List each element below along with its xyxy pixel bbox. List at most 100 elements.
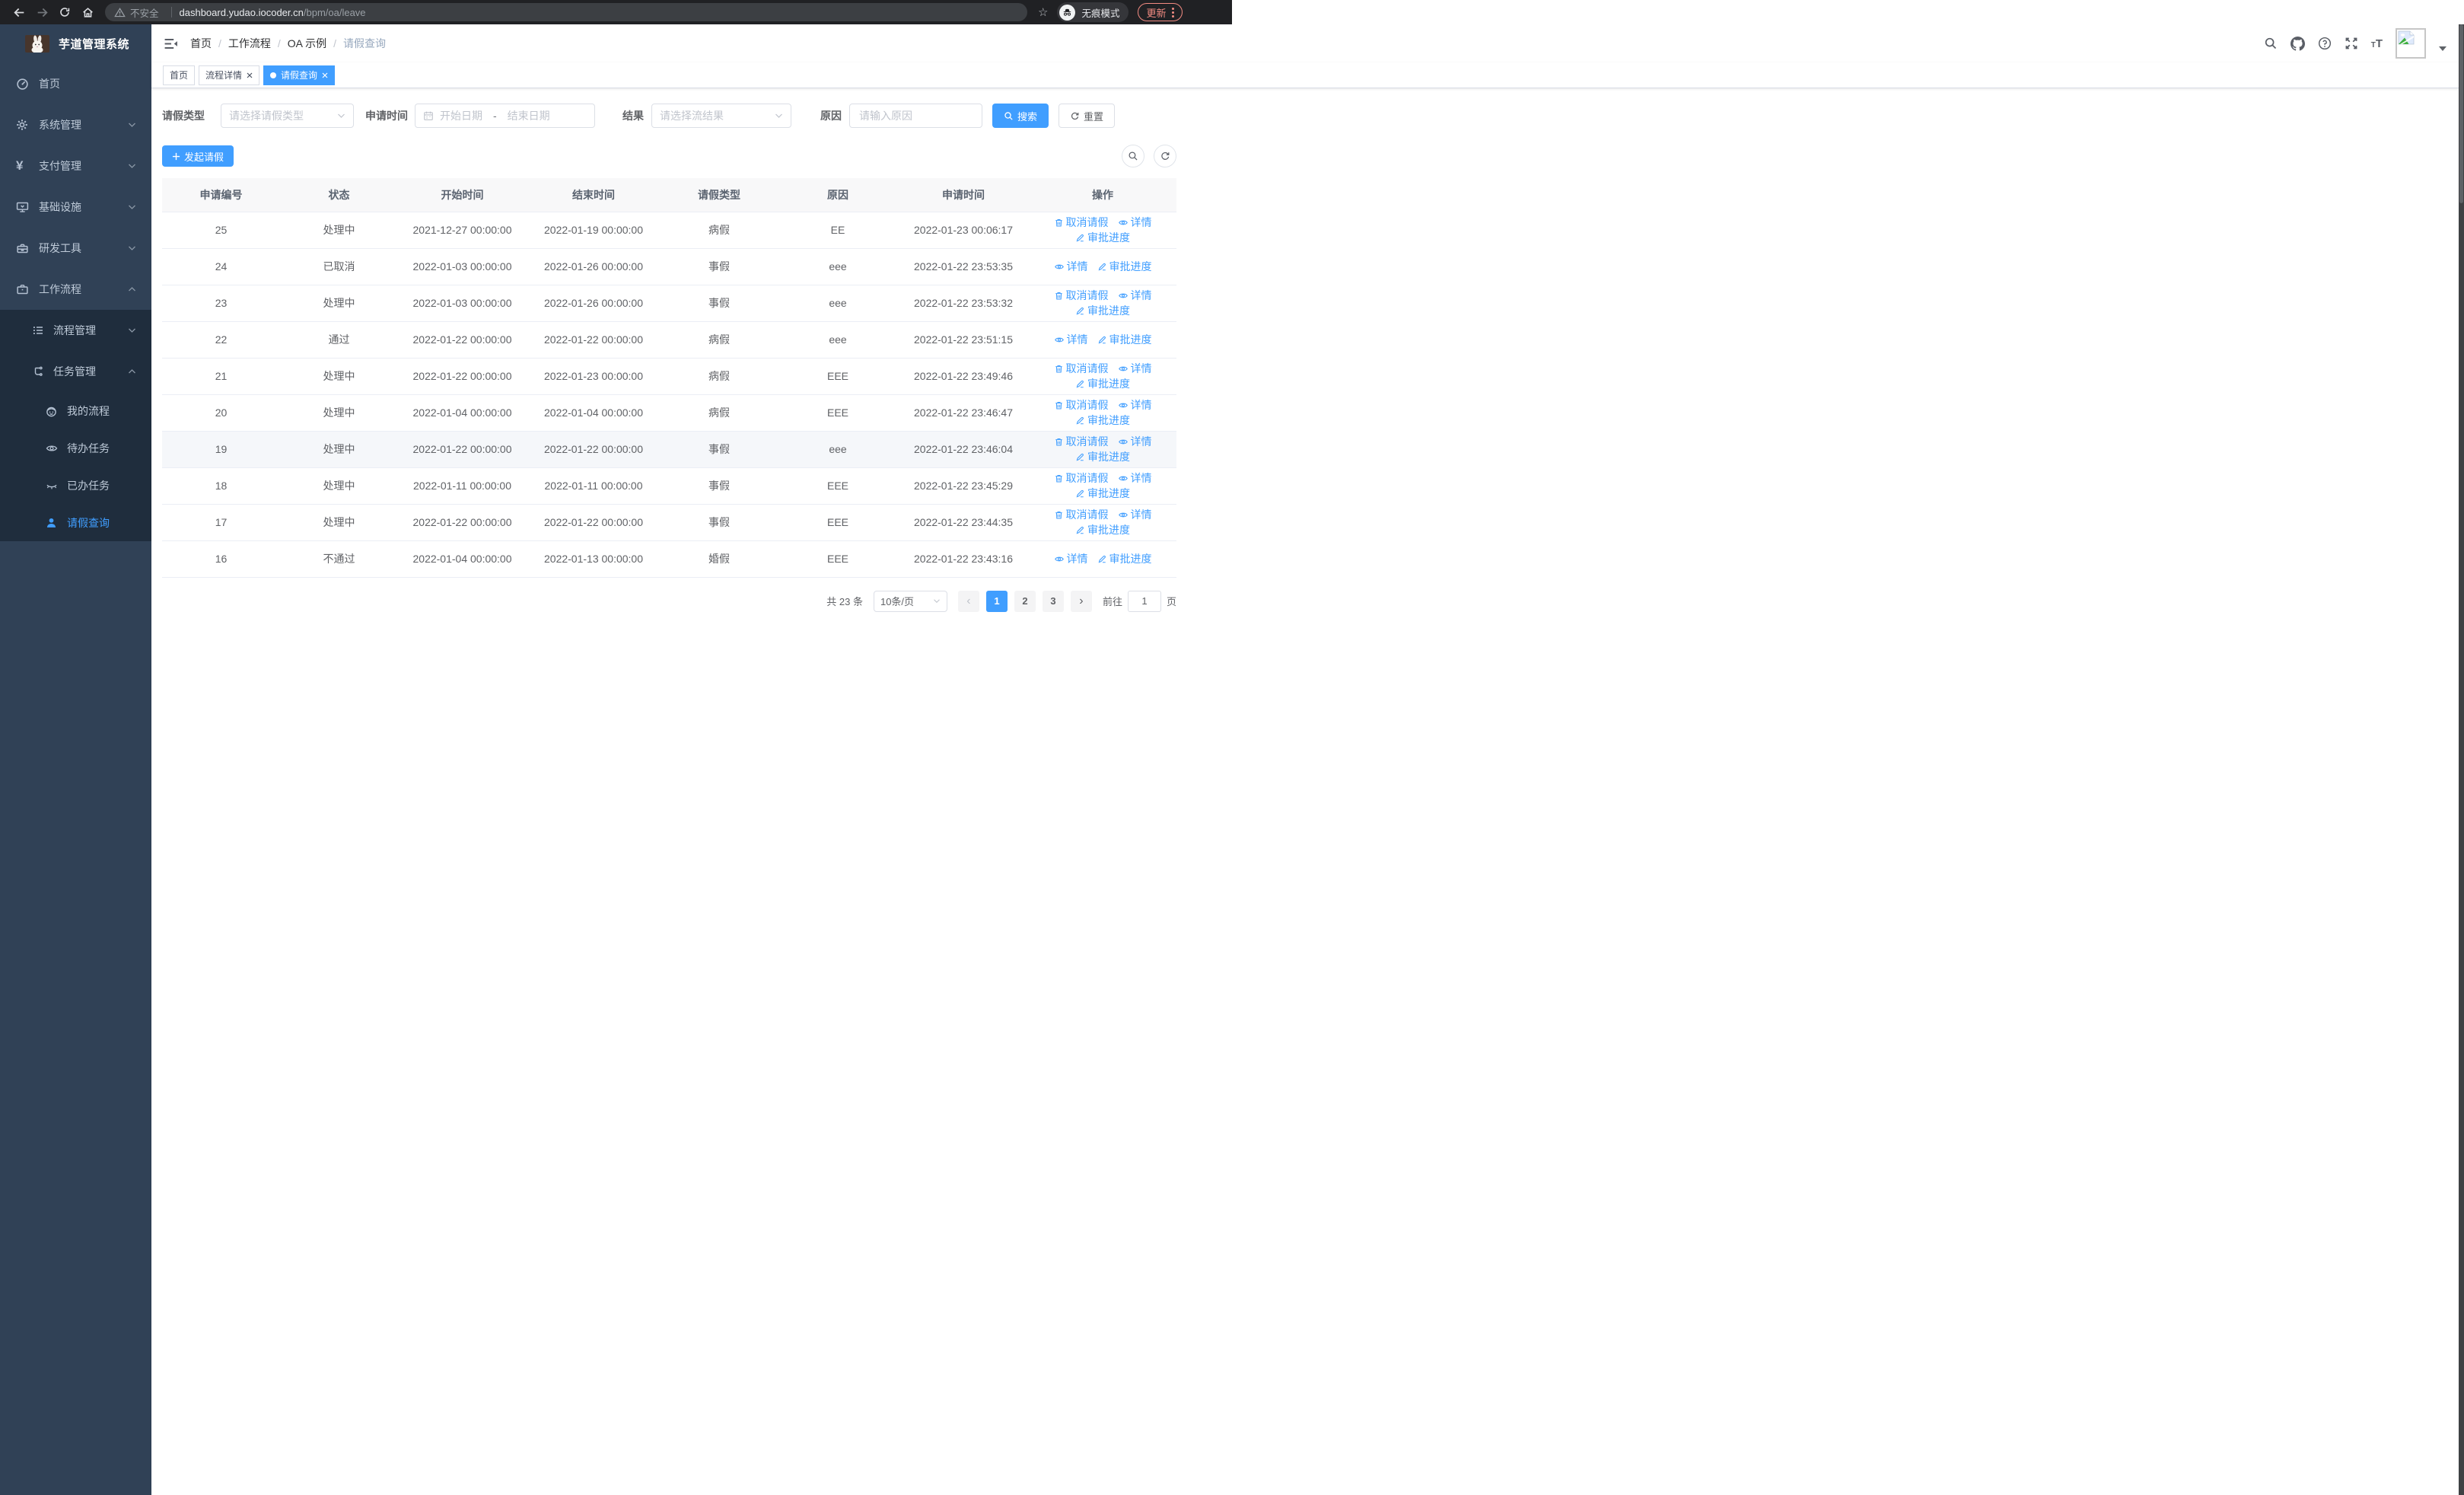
sidebar-item-workflow[interactable]: 工作流程	[0, 269, 151, 310]
action-progress-link[interactable]: 审批进度	[1075, 376, 1130, 391]
browser-scrollbar[interactable]	[2459, 24, 2464, 1495]
action-cancel-link[interactable]: 取消请假	[1054, 507, 1109, 522]
tab-leave-query[interactable]: 请假查询	[263, 65, 336, 85]
cell-leave-type: 事假	[661, 285, 778, 322]
close-icon[interactable]	[322, 72, 328, 78]
action-progress-link[interactable]: 审批进度	[1097, 332, 1152, 347]
apply-time-range-picker[interactable]: 开始日期 - 结束日期	[415, 104, 595, 128]
sidebar-item-process-mgmt[interactable]: 流程管理	[0, 310, 151, 351]
home-icon[interactable]	[76, 2, 99, 22]
reload-icon[interactable]	[53, 2, 76, 22]
sidebar-item-infra[interactable]: 基础设施	[0, 186, 151, 228]
action-detail-link[interactable]: 详情	[1054, 551, 1088, 566]
action-cancel-link[interactable]: 取消请假	[1054, 288, 1109, 303]
table-search-toggle-button[interactable]	[1122, 145, 1144, 167]
next-page-button[interactable]: ›	[1070, 590, 1092, 612]
action-progress-link[interactable]: 审批进度	[1097, 259, 1152, 274]
action-progress-link[interactable]: 审批进度	[1075, 303, 1130, 318]
caret-down-icon[interactable]	[2439, 46, 2446, 51]
page-size-select[interactable]: 10条/页	[873, 590, 947, 612]
table-row[interactable]: 25 处理中 2021-12-27 00:00:00 2022-01-19 00…	[162, 212, 1176, 249]
sidebar-item-payment[interactable]: ¥ 支付管理	[0, 145, 151, 186]
bookmark-star-icon[interactable]: ☆	[1038, 6, 1049, 19]
help-icon[interactable]	[2318, 37, 2332, 50]
create-leave-button[interactable]: 发起请假	[162, 145, 234, 167]
update-button[interactable]: 更新	[1138, 3, 1183, 21]
search-icon[interactable]	[2264, 37, 2278, 50]
table-row[interactable]: 20 处理中 2022-01-04 00:00:00 2022-01-04 00…	[162, 394, 1176, 432]
page-button-1[interactable]: 1	[985, 590, 1008, 612]
action-cancel-link[interactable]: 取消请假	[1054, 361, 1109, 376]
sidebar-item-done-tasks[interactable]: 已办任务	[0, 467, 151, 504]
page-button-2[interactable]: 2	[1014, 590, 1036, 612]
action-detail-link[interactable]: 详情	[1118, 397, 1152, 413]
address-bar[interactable]: 不安全 dashboard.yudao.iocoder.cn/bpm/oa/le…	[105, 3, 1027, 21]
sidebar-item-my-process[interactable]: 我的流程	[0, 392, 151, 429]
leave-type-select[interactable]: 请选择请假类型	[221, 104, 354, 128]
action-detail-link[interactable]: 详情	[1118, 470, 1152, 486]
update-label[interactable]: 更新	[1146, 7, 1167, 19]
page-button-3[interactable]: 3	[1042, 590, 1064, 612]
table-row[interactable]: 17 处理中 2022-01-22 00:00:00 2022-01-22 00…	[162, 504, 1176, 541]
reset-button[interactable]: 重置	[1059, 104, 1116, 128]
action-progress-link[interactable]: 审批进度	[1075, 449, 1130, 464]
table-row[interactable]: 19 处理中 2022-01-22 00:00:00 2022-01-22 00…	[162, 431, 1176, 468]
table-row[interactable]: 22 通过 2022-01-22 00:00:00 2022-01-22 00:…	[162, 321, 1176, 359]
result-select[interactable]: 请选择流结果	[651, 104, 791, 128]
cell-leave-type: 病假	[661, 321, 778, 359]
breadcrumb-item[interactable]: 工作流程	[228, 37, 271, 49]
app-logo[interactable]: 芋道管理系统	[0, 24, 151, 63]
sidebar-item-home[interactable]: 首页	[0, 63, 151, 104]
action-cancel-link[interactable]: 取消请假	[1054, 215, 1109, 230]
tab-process-detail[interactable]: 流程详情	[199, 65, 260, 85]
breadcrumb-item[interactable]: OA 示例	[287, 37, 327, 49]
avatar-broken-image[interactable]	[2396, 28, 2426, 59]
action-detail-link[interactable]: 详情	[1118, 507, 1152, 522]
table-row[interactable]: 23 处理中 2022-01-03 00:00:00 2022-01-26 00…	[162, 285, 1176, 322]
goto-page-input[interactable]	[1127, 590, 1161, 612]
font-size-icon[interactable]: TT	[2370, 37, 2383, 50]
table-row[interactable]: 21 处理中 2022-01-22 00:00:00 2022-01-23 00…	[162, 358, 1176, 395]
search-button[interactable]: 搜索	[992, 104, 1049, 128]
action-detail-link[interactable]: 详情	[1118, 288, 1152, 303]
tab-home[interactable]: 首页	[163, 65, 196, 85]
sidebar-item-task-mgmt[interactable]: 任务管理	[0, 351, 151, 392]
action-progress-link[interactable]: 审批进度	[1097, 551, 1152, 566]
sidebar-item-todo-tasks[interactable]: 待办任务	[0, 429, 151, 467]
more-menu-icon[interactable]	[1172, 7, 1175, 18]
reason-input[interactable]	[850, 104, 982, 127]
collapse-menu-icon[interactable]	[164, 37, 178, 50]
action-progress-link[interactable]: 审批进度	[1075, 486, 1130, 501]
sidebar-item-system[interactable]: 系统管理	[0, 104, 151, 145]
action-progress-link[interactable]: 审批进度	[1075, 230, 1130, 245]
user-icon	[45, 516, 58, 529]
back-icon[interactable]	[8, 2, 30, 22]
action-detail-link[interactable]: 详情	[1118, 215, 1152, 230]
prev-page-button[interactable]: ‹	[957, 590, 979, 612]
github-icon[interactable]	[2290, 36, 2305, 51]
table-row[interactable]: 24 已取消 2022-01-03 00:00:00 2022-01-26 00…	[162, 248, 1176, 285]
breadcrumb-item: 请假查询	[343, 37, 387, 49]
breadcrumb-item[interactable]: 首页	[190, 37, 212, 49]
scrollbar-thumb[interactable]	[2459, 24, 2463, 203]
action-progress-link[interactable]: 审批进度	[1075, 522, 1130, 537]
table-row[interactable]: 16 不通过 2022-01-04 00:00:00 2022-01-13 00…	[162, 540, 1176, 578]
action-cancel-link[interactable]: 取消请假	[1054, 434, 1109, 449]
security-label[interactable]: 不安全	[130, 8, 159, 19]
table-row[interactable]: 18 处理中 2022-01-11 00:00:00 2022-01-11 00…	[162, 467, 1176, 505]
action-detail-link[interactable]: 详情	[1118, 361, 1152, 376]
close-icon[interactable]	[247, 72, 253, 78]
table-refresh-button[interactable]	[1154, 145, 1176, 167]
action-detail-link[interactable]: 详情	[1054, 259, 1088, 274]
incognito-icon	[1059, 4, 1076, 21]
sidebar-item-devtools[interactable]: 研发工具	[0, 228, 151, 269]
action-cancel-link[interactable]: 取消请假	[1054, 470, 1109, 486]
action-detail-link[interactable]: 详情	[1118, 434, 1152, 449]
action-detail-link[interactable]: 详情	[1054, 332, 1088, 347]
action-cancel-link[interactable]: 取消请假	[1054, 397, 1109, 413]
sidebar-item-leave-query[interactable]: 请假查询	[0, 504, 151, 541]
action-progress-link[interactable]: 审批进度	[1075, 413, 1130, 428]
forward-icon[interactable]	[30, 2, 53, 22]
fullscreen-icon[interactable]	[2345, 37, 2358, 50]
